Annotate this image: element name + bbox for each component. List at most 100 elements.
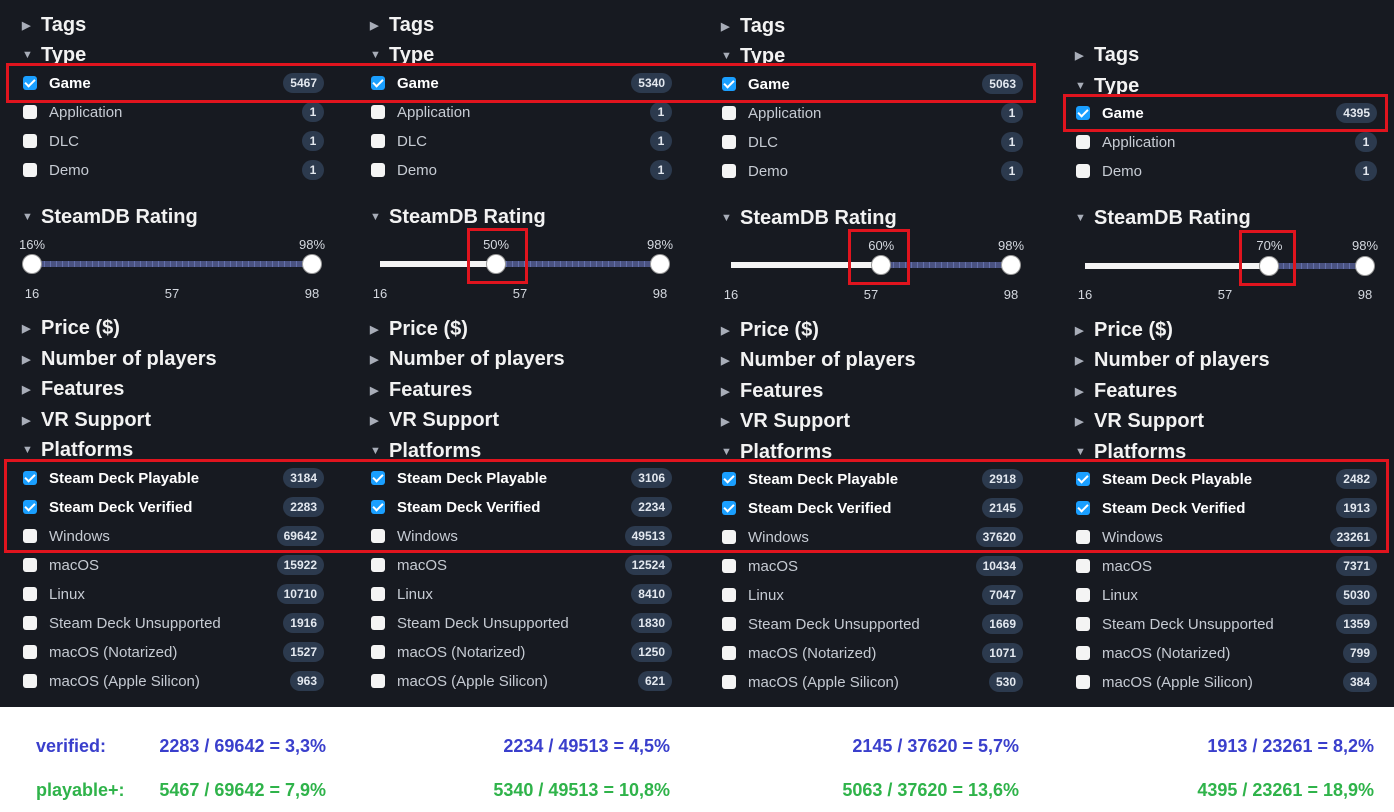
platform-sdu-row[interactable]: Steam Deck Unsupported 1830 (371, 612, 672, 634)
section-platforms[interactable]: ▼ Platforms (1075, 441, 1186, 463)
checkbox-icon[interactable] (1076, 588, 1090, 602)
checkbox-icon[interactable] (23, 616, 37, 630)
platform-sdu-row[interactable]: Steam Deck Unsupported 1359 (1076, 613, 1377, 635)
platform-notarized-row[interactable]: macOS (Notarized) 1250 (371, 641, 672, 663)
checkbox-icon[interactable] (1076, 135, 1090, 149)
platform-windows-row[interactable]: Windows 69642 (23, 525, 324, 547)
rating-min-knob[interactable] (1259, 256, 1280, 276)
platform-macos-row[interactable]: macOS 12524 (371, 554, 672, 576)
checked-checkbox-icon[interactable] (371, 76, 385, 90)
type-demo-row[interactable]: Demo 1 (722, 160, 1023, 182)
platform-macos-row[interactable]: macOS 7371 (1076, 555, 1377, 577)
section-rating[interactable]: ▼ SteamDB Rating (22, 206, 198, 228)
checkbox-icon[interactable] (371, 529, 385, 543)
platform-notarized-row[interactable]: macOS (Notarized) 1071 (722, 642, 1023, 664)
checkbox-icon[interactable] (1076, 675, 1090, 689)
type-application-row[interactable]: Application 1 (23, 101, 324, 123)
platform-windows-row[interactable]: Windows 49513 (371, 525, 672, 547)
rating-max-knob[interactable] (1001, 255, 1021, 275)
checkbox-icon[interactable] (371, 163, 385, 177)
section-features[interactable]: ▶ Features (370, 379, 472, 401)
section-type[interactable]: ▼ Type (370, 44, 434, 66)
checkbox-icon[interactable] (371, 134, 385, 148)
checked-checkbox-icon[interactable] (722, 501, 736, 515)
rating-slider-track[interactable] (32, 261, 312, 267)
rating-max-knob[interactable] (302, 254, 322, 274)
platform-linux-row[interactable]: Linux 10710 (23, 583, 324, 605)
checked-checkbox-icon[interactable] (23, 471, 37, 485)
checked-checkbox-icon[interactable] (1076, 472, 1090, 486)
type-game-row[interactable]: Game 5340 (371, 72, 672, 94)
section-type[interactable]: ▼ Type (1075, 75, 1139, 97)
section-rating[interactable]: ▼ SteamDB Rating (370, 206, 546, 228)
platform-sdv-row[interactable]: Steam Deck Verified 2234 (371, 496, 672, 518)
type-game-row[interactable]: Game 4395 (1076, 102, 1377, 124)
platform-macos-row[interactable]: macOS 10434 (722, 555, 1023, 577)
checkbox-icon[interactable] (722, 135, 736, 149)
checkbox-icon[interactable] (23, 105, 37, 119)
platform-silicon-row[interactable]: macOS (Apple Silicon) 530 (722, 671, 1023, 693)
platform-sdp-row[interactable]: Steam Deck Playable 2918 (722, 468, 1023, 490)
platform-linux-row[interactable]: Linux 7047 (722, 584, 1023, 606)
rating-min-knob[interactable] (871, 255, 892, 275)
section-features[interactable]: ▶ Features (1075, 380, 1177, 402)
section-vr[interactable]: ▶ VR Support (1075, 410, 1204, 432)
checkbox-icon[interactable] (1076, 559, 1090, 573)
checkbox-icon[interactable] (23, 587, 37, 601)
section-rating[interactable]: ▼ SteamDB Rating (1075, 207, 1251, 229)
section-tags[interactable]: ▶ Tags (22, 14, 86, 36)
platform-macos-row[interactable]: macOS 15922 (23, 554, 324, 576)
platform-sdp-row[interactable]: Steam Deck Playable 3184 (23, 467, 324, 489)
rating-slider-track[interactable] (380, 261, 660, 267)
checked-checkbox-icon[interactable] (371, 471, 385, 485)
checked-checkbox-icon[interactable] (1076, 501, 1090, 515)
type-application-row[interactable]: Application 1 (1076, 131, 1377, 153)
platform-sdu-row[interactable]: Steam Deck Unsupported 1669 (722, 613, 1023, 635)
section-tags[interactable]: ▶ Tags (1075, 44, 1139, 66)
checkbox-icon[interactable] (23, 674, 37, 688)
type-demo-row[interactable]: Demo 1 (371, 159, 672, 181)
platform-silicon-row[interactable]: macOS (Apple Silicon) 963 (23, 670, 324, 692)
platform-silicon-row[interactable]: macOS (Apple Silicon) 621 (371, 670, 672, 692)
platform-linux-row[interactable]: Linux 5030 (1076, 584, 1377, 606)
platform-sdu-row[interactable]: Steam Deck Unsupported 1916 (23, 612, 324, 634)
section-tags[interactable]: ▶ Tags (721, 15, 785, 37)
checkbox-icon[interactable] (371, 105, 385, 119)
checkbox-icon[interactable] (722, 675, 736, 689)
rating-max-knob[interactable] (650, 254, 670, 274)
checkbox-icon[interactable] (23, 645, 37, 659)
section-price[interactable]: ▶ Price ($) (370, 318, 468, 340)
type-dlc-row[interactable]: DLC 1 (23, 130, 324, 152)
checked-checkbox-icon[interactable] (722, 77, 736, 91)
checkbox-icon[interactable] (1076, 530, 1090, 544)
checkbox-icon[interactable] (1076, 617, 1090, 631)
checkbox-icon[interactable] (23, 558, 37, 572)
platform-windows-row[interactable]: Windows 23261 (1076, 526, 1377, 548)
checkbox-icon[interactable] (722, 588, 736, 602)
type-demo-row[interactable]: Demo 1 (1076, 160, 1377, 182)
checkbox-icon[interactable] (722, 646, 736, 660)
checked-checkbox-icon[interactable] (23, 76, 37, 90)
checkbox-icon[interactable] (23, 134, 37, 148)
section-type[interactable]: ▼ Type (721, 45, 785, 67)
type-dlc-row[interactable]: DLC 1 (722, 131, 1023, 153)
checkbox-icon[interactable] (722, 617, 736, 631)
rating-min-knob[interactable] (486, 254, 507, 274)
checked-checkbox-icon[interactable] (371, 500, 385, 514)
checkbox-icon[interactable] (371, 616, 385, 630)
platform-silicon-row[interactable]: macOS (Apple Silicon) 384 (1076, 671, 1377, 693)
rating-min-knob[interactable] (22, 254, 42, 274)
section-price[interactable]: ▶ Price ($) (721, 319, 819, 341)
checked-checkbox-icon[interactable] (23, 500, 37, 514)
checkbox-icon[interactable] (722, 106, 736, 120)
section-tags[interactable]: ▶ Tags (370, 14, 434, 36)
checkbox-icon[interactable] (371, 674, 385, 688)
checked-checkbox-icon[interactable] (722, 472, 736, 486)
rating-max-knob[interactable] (1355, 256, 1375, 276)
checkbox-icon[interactable] (722, 530, 736, 544)
type-dlc-row[interactable]: DLC 1 (371, 130, 672, 152)
section-players[interactable]: ▶ Number of players (721, 349, 916, 371)
section-rating[interactable]: ▼ SteamDB Rating (721, 207, 897, 229)
type-game-row[interactable]: Game 5467 (23, 72, 324, 94)
platform-windows-row[interactable]: Windows 37620 (722, 526, 1023, 548)
